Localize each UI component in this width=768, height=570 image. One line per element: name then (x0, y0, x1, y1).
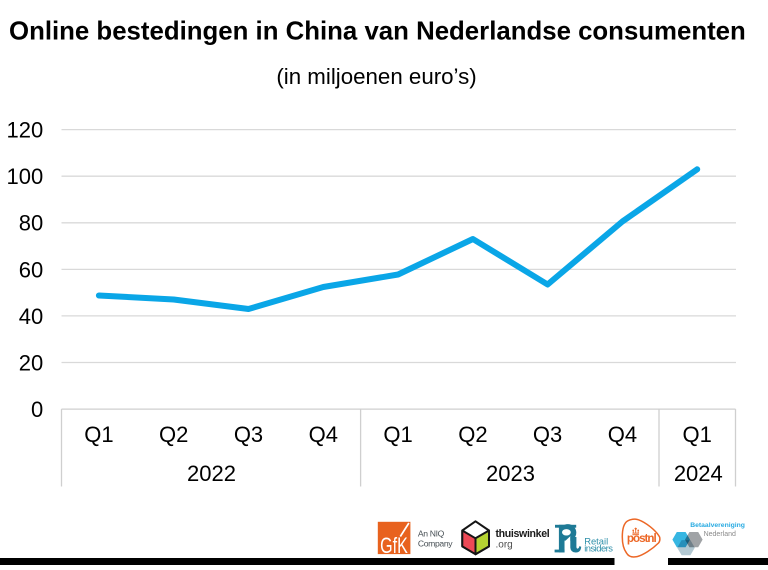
svg-text:Betaalvereniging: Betaalvereniging (690, 522, 745, 529)
svg-text:Q1: Q1 (383, 422, 412, 447)
svg-text:postnl: postnl (627, 532, 657, 545)
svg-text:60: 60 (19, 257, 43, 282)
svg-text:(in miljoenen euro’s): (in miljoenen euro’s) (276, 64, 476, 89)
svg-text:insiders: insiders (584, 543, 613, 554)
svg-text:Q3: Q3 (533, 422, 562, 447)
svg-text:Q3: Q3 (234, 422, 263, 447)
svg-text:2022: 2022 (187, 461, 236, 486)
svg-text:80: 80 (19, 211, 43, 236)
svg-text:Online bestedingen in China va: Online bestedingen in China van Nederlan… (9, 18, 746, 46)
svg-text:100: 100 (6, 164, 43, 189)
svg-text:GfK: GfK (380, 535, 408, 559)
svg-text:.org: .org (496, 540, 513, 551)
svg-text:120: 120 (6, 118, 43, 143)
svg-text:2023: 2023 (486, 461, 535, 486)
svg-text:An NIQ: An NIQ (418, 529, 445, 539)
svg-text:Nederland: Nederland (704, 531, 736, 538)
svg-text:2024: 2024 (674, 461, 723, 486)
svg-text:Retail: Retail (584, 536, 608, 547)
svg-text:thuiswinkel: thuiswinkel (496, 528, 550, 540)
svg-text:Q2: Q2 (159, 422, 188, 447)
svg-text:Q1: Q1 (683, 422, 712, 447)
svg-text:0: 0 (31, 397, 43, 422)
svg-text:Q4: Q4 (309, 422, 338, 447)
svg-text:Q2: Q2 (458, 422, 487, 447)
svg-text:Q4: Q4 (608, 422, 637, 447)
svg-text:Q1: Q1 (84, 422, 113, 447)
svg-text:40: 40 (19, 304, 43, 329)
svg-text:Company: Company (418, 539, 453, 549)
svg-text:20: 20 (19, 350, 43, 375)
